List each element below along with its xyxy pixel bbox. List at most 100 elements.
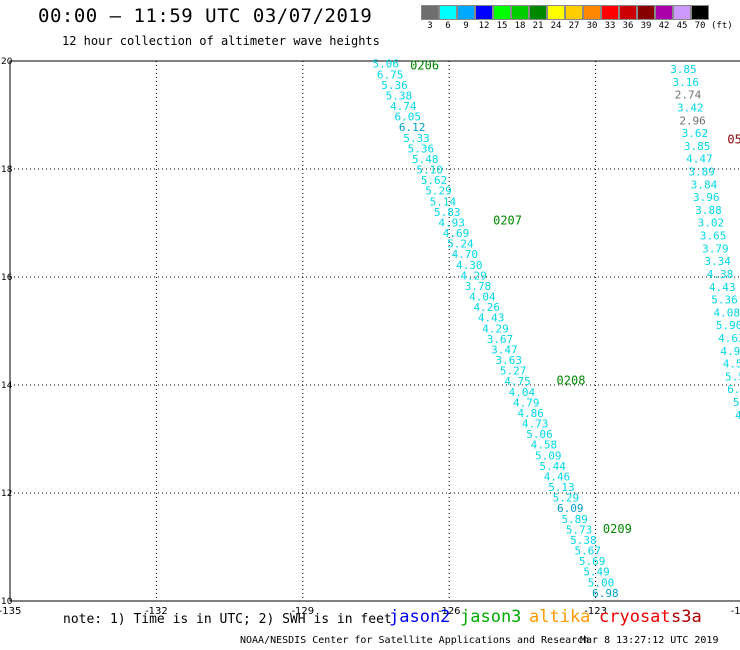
lon-tick-label: -123 xyxy=(584,606,607,617)
map-frame xyxy=(9,60,740,602)
wave-height-value: 5.10 xyxy=(416,164,443,177)
wave-height-value: 4.69 xyxy=(443,227,470,240)
wave-height-value: 4.51 xyxy=(723,358,740,371)
legend-unit: (ft) xyxy=(711,21,733,31)
wave-height-value: 5.44 xyxy=(539,460,566,473)
wave-height-value: 4.47 xyxy=(686,153,713,166)
wave-height-value: 6.07 xyxy=(727,383,740,396)
legend-label: 6 xyxy=(445,21,451,31)
lat-tick-label: 16 xyxy=(1,273,13,283)
wave-height-value: 4.75 xyxy=(504,375,531,388)
legend-swatch xyxy=(691,5,709,20)
lon-tick-label: -126 xyxy=(438,606,461,617)
wave-height-value: 5.33 xyxy=(403,132,430,145)
wave-height-value: 5.36 xyxy=(711,294,738,307)
wave-height-value: 3.79 xyxy=(702,242,729,255)
wave-height-value: 5.24 xyxy=(447,238,474,251)
wave-height-value: 5.09 xyxy=(535,449,562,462)
wave-height-value: 3.47 xyxy=(491,343,518,356)
wave-height-value: 3.96 xyxy=(693,191,720,204)
map-subtitle: 12 hour collection of altimeter wave hei… xyxy=(62,34,380,48)
wave-height-value: 5.06 xyxy=(526,428,553,441)
lat-tick-label: 10 xyxy=(1,597,13,607)
wave-height-value: 5.73 xyxy=(566,523,593,536)
legend-label: 45 xyxy=(676,21,688,31)
wave-height-value: 2.74 xyxy=(675,89,702,102)
wave-height-value: 4.26 xyxy=(474,301,501,314)
wave-height-value: 3.02 xyxy=(698,217,725,230)
wave-height-value: 4.63 xyxy=(718,332,740,345)
legend-swatch xyxy=(655,5,673,20)
legend-label: 9 xyxy=(463,21,469,31)
wave-height-value: 4.70 xyxy=(452,248,479,261)
satellite-label-s3a: s3a xyxy=(671,607,702,627)
wave-height-value: 3.16 xyxy=(672,76,699,89)
wave-height-value: 5.52 xyxy=(725,370,740,383)
legend-label: 36 xyxy=(622,21,634,31)
legend-label: 15 xyxy=(496,21,508,31)
wave-height-value: 4.99 xyxy=(720,345,740,358)
wave-height-value: 4.04 xyxy=(509,386,536,399)
lon-tick-label: -129 xyxy=(291,606,314,617)
wave-height-value: 3.85 xyxy=(670,63,697,76)
wave-height-value: 5.67 xyxy=(575,545,602,558)
wave-height-value: 4.46 xyxy=(544,470,571,483)
legend-label: 42 xyxy=(658,21,670,31)
wave-height-value: 5.14 xyxy=(430,195,457,208)
wave-height-value: 5.36 xyxy=(408,142,435,155)
legend-swatch xyxy=(619,5,637,20)
legend-swatch xyxy=(457,5,475,20)
footer-note: note: 1) Time is in UTC; 2) SWH is in fe… xyxy=(63,612,392,627)
legend-label: 27 xyxy=(568,21,580,31)
wave-height-value: 4.86 xyxy=(517,407,544,420)
lat-tick-label: 20 xyxy=(1,57,13,67)
wave-height-value: 6.75 xyxy=(377,68,404,81)
wave-height-value: 5.69 xyxy=(579,555,606,568)
wave-height-value: 4.30 xyxy=(456,259,483,272)
wave-height-value: 3.63 xyxy=(495,354,522,367)
lat-tick-label: 12 xyxy=(1,489,12,499)
legend-label: 33 xyxy=(604,21,616,31)
wave-height-value: 5.83 xyxy=(434,206,461,219)
pass-time-label: 0206 xyxy=(410,58,439,72)
lat-tick-label: 14 xyxy=(1,381,13,391)
wave-height-value: 3.62 xyxy=(682,127,709,140)
wave-height-value: 3.65 xyxy=(700,230,727,243)
wave-height-value: 3.78 xyxy=(465,280,492,293)
legend-swatch xyxy=(439,5,457,20)
legend-label: 18 xyxy=(514,21,526,31)
wave-height-value: 5.6 xyxy=(733,396,740,409)
wave-height-value: 3.42 xyxy=(677,102,704,115)
legend-swatch xyxy=(673,5,691,20)
legend-swatch xyxy=(529,5,547,20)
legend-label: 21 xyxy=(532,21,544,31)
pass-time-label: 0207 xyxy=(493,213,522,227)
legend-label: 30 xyxy=(586,21,598,31)
legend-label: 12 xyxy=(478,21,490,31)
wave-height-value: 4.08 xyxy=(714,306,740,319)
wave-height-value: 3.89 xyxy=(688,166,715,179)
wave-height-value: 3.34 xyxy=(704,255,731,268)
wave-height-value: 3.85 xyxy=(684,140,711,153)
wave-height-value: 5.13 xyxy=(548,481,575,494)
color-legend-labels: 3 6 9 12 15 18 21 24 27 30 33 36 39 42 45 70 (ft) xyxy=(421,21,733,31)
satellite-label-jason3: jason3 xyxy=(460,607,522,627)
wave-height-value: 6.09 xyxy=(557,502,584,515)
legend-swatch xyxy=(475,5,493,20)
legend-swatch xyxy=(583,5,601,20)
wave-height-value: 4.04 xyxy=(469,291,496,304)
wave-height-value: 4.74 xyxy=(390,100,417,113)
satellite-label-cryosat: cryosat xyxy=(599,607,671,627)
wave-height-value: 4.93 xyxy=(438,216,465,229)
lon-tick-label: -120 xyxy=(731,606,740,617)
wave-height-value: 5.29 xyxy=(425,185,452,198)
credit-line: NOAA/NESDIS Center for Satellite Applica… xyxy=(240,635,590,646)
legend-label: 24 xyxy=(550,21,562,31)
lon-tick-label: -135 xyxy=(0,606,21,617)
wave-height-value: 4.73 xyxy=(522,418,549,431)
wave-height-value: 4.43 xyxy=(709,281,736,294)
satellite-label-jason2: jason2 xyxy=(389,607,451,627)
legend-swatch xyxy=(511,5,529,20)
generated-timestamp: Mar 8 13:27:12 UTC 2019 xyxy=(580,635,719,646)
wave-height-value: 5.48 xyxy=(412,153,439,166)
